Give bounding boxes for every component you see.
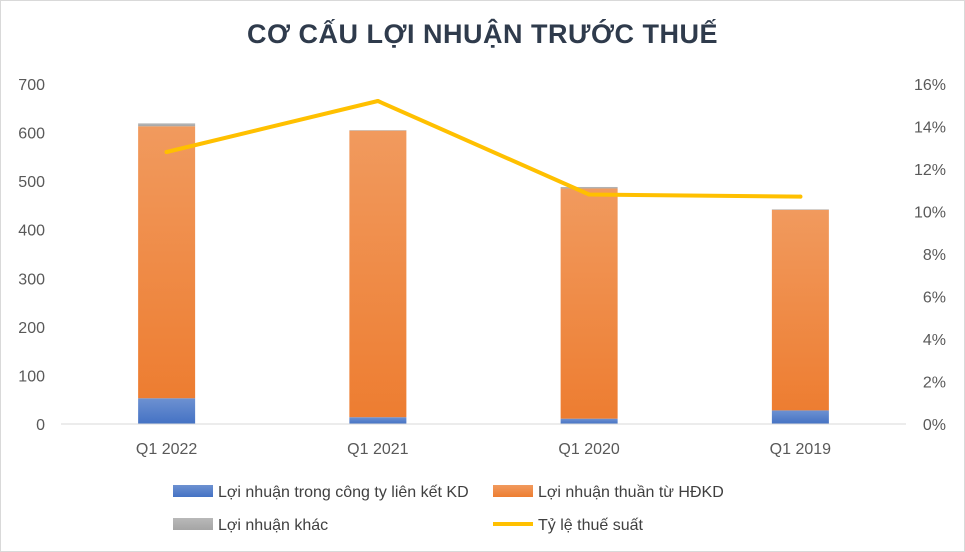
legend-swatch-1 [173, 485, 213, 497]
legend-swatch-2 [493, 485, 533, 497]
y-left-tick-label: 400 [18, 223, 45, 240]
chart-title: CƠ CẤU LỢI NHUẬN TRƯỚC THUẾ [247, 19, 718, 49]
x-tick-label: Q1 2019 [770, 441, 831, 458]
y-left-tick-label: 100 [18, 368, 45, 385]
legend-label-3: Lợi nhuận khác [218, 517, 328, 534]
line-point-1-3 [587, 192, 592, 197]
y-left-tick-label: 0 [36, 417, 45, 434]
bar-1-4 [771, 410, 829, 424]
legend-swatch-3 [173, 518, 213, 530]
bar-2-3 [560, 188, 618, 419]
line-point-1-4 [798, 194, 803, 199]
y-right-tick-label: 10% [914, 205, 946, 222]
y-left-tick-label: 700 [18, 77, 45, 94]
y-right-tick-label: 2% [923, 375, 946, 392]
y-right-tick-label: 6% [923, 290, 946, 307]
x-tick-label: Q1 2020 [558, 441, 619, 458]
line-point-1-2 [375, 99, 380, 103]
y-right-tick-label: 0% [923, 417, 946, 434]
legend-label-4: Tỷ lệ thuế suất [538, 517, 644, 534]
bar-1-3 [560, 418, 618, 424]
legend-label-2: Lợi nhuận thuần từ HĐKD [538, 484, 724, 501]
y-right-tick-label: 14% [914, 120, 946, 137]
x-tick-label: Q1 2022 [136, 441, 197, 458]
bar-1-2 [349, 417, 407, 424]
y-left-tick-label: 300 [18, 271, 45, 288]
y-right-tick-label: 12% [914, 162, 946, 179]
bar-2-2 [349, 130, 407, 418]
line-point-1-1 [164, 150, 169, 154]
y-right-tick-label: 4% [923, 332, 946, 349]
y-left-tick-label: 200 [18, 320, 45, 337]
bar-2-1 [138, 126, 196, 399]
y-left-tick-label: 600 [18, 126, 45, 143]
y-right-tick-label: 8% [923, 247, 946, 264]
x-tick-label: Q1 2021 [347, 441, 408, 458]
y-left-tick-label: 500 [18, 174, 45, 191]
series-line-1 [164, 99, 803, 199]
bar-3-3 [560, 186, 618, 189]
bar-2-4 [771, 209, 829, 411]
bar-1-1 [138, 398, 196, 424]
bar-3-1 [138, 123, 196, 127]
y-right-tick-label: 16% [914, 77, 946, 94]
legend-label-1: Lợi nhuận trong công ty liên kết KD [218, 484, 469, 501]
